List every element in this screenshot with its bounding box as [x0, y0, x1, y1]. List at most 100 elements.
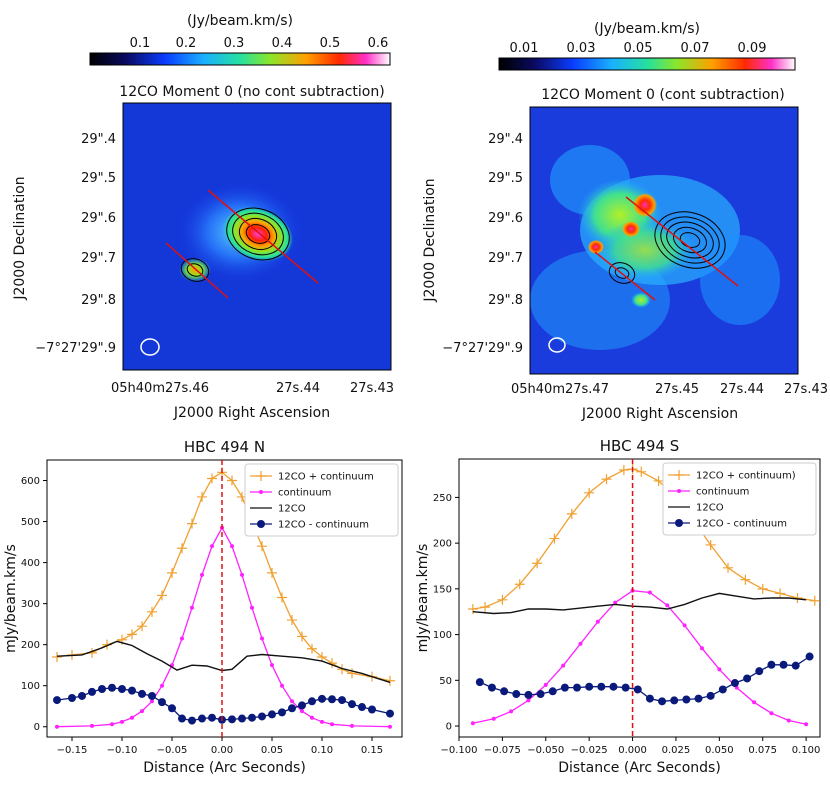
- data-point-circle: [670, 696, 679, 705]
- y-tick-label: 200: [433, 539, 452, 550]
- dec-tick: 29".4: [488, 132, 523, 147]
- data-point-plus: [207, 473, 217, 484]
- plot-frame: [46, 459, 403, 738]
- data-point-plus: [177, 543, 187, 554]
- dec-tick: −7°27'29".9: [442, 341, 523, 356]
- legend-label: 12CO + continuum): [696, 471, 796, 482]
- colorbar-tick: 0.07: [681, 41, 710, 56]
- data-point-dot: [330, 722, 334, 727]
- x-tick-label: 0.05: [261, 745, 283, 756]
- x-tick-label: 0.00: [211, 745, 233, 756]
- map-title: 12CO Moment 0 (no cont subtraction): [119, 84, 384, 100]
- legend-marker: [674, 470, 684, 480]
- data-point-circle: [68, 694, 76, 703]
- data-point-plus: [740, 574, 751, 585]
- data-point-plus: [723, 562, 734, 573]
- data-point-dot: [270, 663, 274, 668]
- data-point-circle: [78, 691, 86, 700]
- profile-plot-south: HBC 494 S −0.100 −0.075 −0.050 −0.025 0.000 0.…: [415, 437, 821, 776]
- legend-label: 12CO: [696, 503, 724, 514]
- data-point-circle: [128, 686, 136, 695]
- data-point-circle: [188, 716, 196, 725]
- data-point-circle: [805, 652, 814, 661]
- data-point-plus: [497, 594, 508, 605]
- data-point-dot: [240, 572, 244, 577]
- data-point-dot: [260, 636, 264, 641]
- data-point-plus: [347, 668, 357, 679]
- colorbar-tick: 0.4: [272, 36, 293, 51]
- y-tick-label: 100: [433, 630, 452, 641]
- data-point-dot: [647, 590, 652, 595]
- data-point-dot: [804, 722, 809, 727]
- data-point-dot: [290, 699, 294, 704]
- data-point-dot: [717, 667, 722, 672]
- data-point-circle: [338, 696, 346, 705]
- data-point-plus: [187, 518, 197, 529]
- series-line: [472, 590, 807, 725]
- data-point-plus: [584, 487, 595, 498]
- data-point-dot: [280, 683, 284, 688]
- ra-tick: 27s.45: [655, 382, 699, 397]
- data-point-dot: [699, 646, 704, 651]
- data-point-plus: [307, 643, 317, 654]
- y-tick-label: 50: [439, 676, 452, 687]
- data-point-circle: [645, 694, 654, 703]
- series-line: [56, 687, 391, 722]
- data-point-plus: [137, 621, 147, 632]
- data-point-dot: [55, 724, 59, 729]
- data-point-circle: [298, 701, 306, 710]
- colorbar-tick: 0.09: [738, 41, 767, 56]
- colorbar-unit-left: (Jy/beam.km/s): [187, 13, 293, 29]
- data-point-dot: [526, 698, 531, 703]
- data-point-circle: [475, 678, 484, 687]
- x-tick-label: −0.15: [57, 745, 88, 756]
- x-tick-label: 0.025: [662, 745, 691, 756]
- map-xlabel: J2000 Right Ascension: [173, 405, 330, 421]
- dec-tick: 29".6: [488, 211, 523, 226]
- dec-tick: 29".6: [81, 211, 116, 226]
- data-point-dot: [120, 719, 124, 724]
- map-ylabel: J2000 Declination: [422, 178, 438, 302]
- data-point-dot: [388, 724, 392, 729]
- map-xlabel: J2000 Right Ascension: [581, 406, 738, 422]
- data-point-circle: [88, 687, 96, 696]
- data-point-plus: [653, 475, 664, 486]
- y-tick-label: 500: [21, 517, 40, 528]
- data-point-dot: [140, 709, 144, 714]
- data-point-plus: [705, 539, 716, 550]
- data-point-circle: [118, 684, 126, 693]
- ra-tick: 27s.43: [350, 381, 394, 396]
- series-line: [56, 640, 391, 684]
- dec-tick: −7°27'29".9: [35, 341, 116, 356]
- y-axis-label: mJy/beam.km/s: [415, 544, 431, 653]
- data-point-dot: [320, 719, 324, 724]
- data-point-circle: [168, 704, 176, 713]
- data-point-dot: [310, 715, 314, 720]
- data-point-circle: [358, 703, 366, 712]
- ra-tick: 27s.44: [276, 381, 320, 396]
- data-point-circle: [368, 705, 376, 714]
- beam-ellipse: [140, 338, 160, 356]
- dec-tick: 29".4: [81, 132, 116, 147]
- data-point-plus: [618, 464, 629, 475]
- data-point-dot: [300, 709, 304, 714]
- data-point-dot: [110, 722, 114, 727]
- cut-line-north: [625, 196, 739, 287]
- plot-frame: [458, 458, 821, 738]
- x-tick-label: −0.100: [440, 745, 477, 756]
- legend-label: 12CO + continuum: [278, 472, 374, 483]
- dec-tick: 29".8: [488, 293, 523, 308]
- x-tick-label: 0.100: [792, 745, 821, 756]
- data-point-circle: [158, 698, 166, 707]
- data-point-circle: [755, 667, 764, 676]
- x-tick-label: −0.075: [484, 745, 521, 756]
- data-point-dot: [180, 636, 184, 641]
- x-tick-label: −0.025: [571, 745, 608, 756]
- legend: 12CO + continuum continuum 12CO 12CO - cont…: [244, 463, 399, 537]
- data-point-plus: [757, 583, 768, 594]
- data-point-circle: [682, 695, 691, 704]
- data-point-circle: [386, 709, 394, 718]
- map-ylabel: J2000 Declination: [12, 176, 28, 300]
- data-point-circle: [585, 682, 594, 691]
